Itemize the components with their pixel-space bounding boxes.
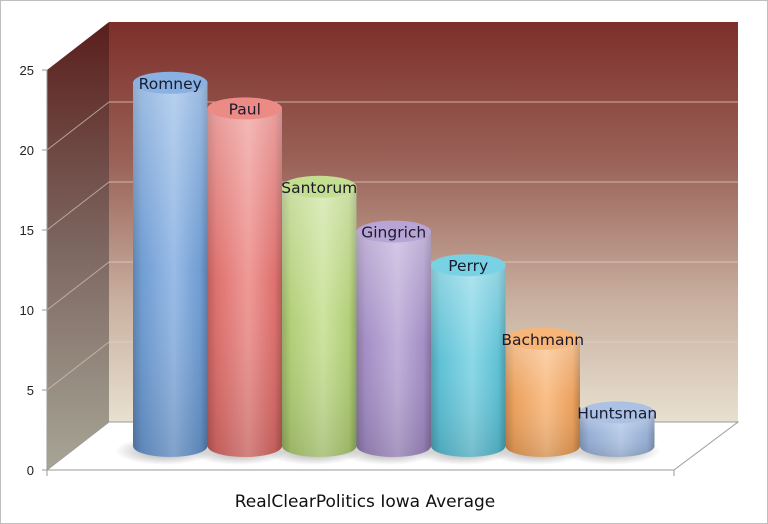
side-wall (47, 22, 109, 470)
data-label: Bachmann (501, 331, 584, 349)
bar-shade (282, 186, 357, 458)
gridline-side (46, 261, 110, 311)
bar-top (505, 327, 580, 350)
data-label: Gingrich (361, 224, 426, 242)
bar-gingrich: Gingrich (356, 220, 431, 457)
bar-paul: Paul (207, 97, 282, 458)
data-label: Santorum (281, 179, 357, 197)
bar-top (207, 97, 282, 120)
data-label: Paul (229, 100, 261, 118)
bar-top (431, 254, 506, 277)
gridline-side (46, 101, 110, 151)
bars: Romney Paul Santorum Gingrich Perry Bachmann H… (115, 71, 661, 465)
data-label: Huntsman (577, 404, 657, 422)
bar-shade (133, 82, 208, 458)
bar-santorum: Santorum (281, 175, 357, 458)
bar-shade (207, 108, 282, 458)
bar-shade (505, 338, 580, 457)
y-tick-label: 25 (20, 63, 34, 78)
bar-top (133, 71, 208, 94)
bar-shade (431, 265, 506, 457)
bar-top (580, 401, 655, 424)
gridline-side (46, 341, 110, 391)
data-label: Romney (139, 75, 202, 93)
bar-top (356, 220, 431, 243)
y-tick-label: 10 (20, 303, 34, 318)
bar-top (282, 175, 357, 198)
bar-romney: Romney (133, 71, 208, 458)
bar-shade (356, 231, 431, 457)
data-label: Perry (448, 257, 488, 275)
bar-huntsman: Huntsman (577, 401, 657, 457)
x-axis-label: RealClearPolitics Iowa Average (235, 492, 496, 512)
y-tick-label: 5 (27, 383, 34, 398)
bar-perry: Perry (431, 254, 506, 457)
bar-bachmann: Bachmann (501, 327, 584, 457)
y-axis: 0 5 10 15 20 25 (20, 63, 675, 478)
y-tick-label: 20 (20, 143, 34, 158)
y-tick-label: 0 (27, 463, 34, 478)
y-tick-label: 15 (20, 223, 34, 238)
gridline-side (46, 181, 110, 231)
bar-shade (580, 412, 655, 457)
